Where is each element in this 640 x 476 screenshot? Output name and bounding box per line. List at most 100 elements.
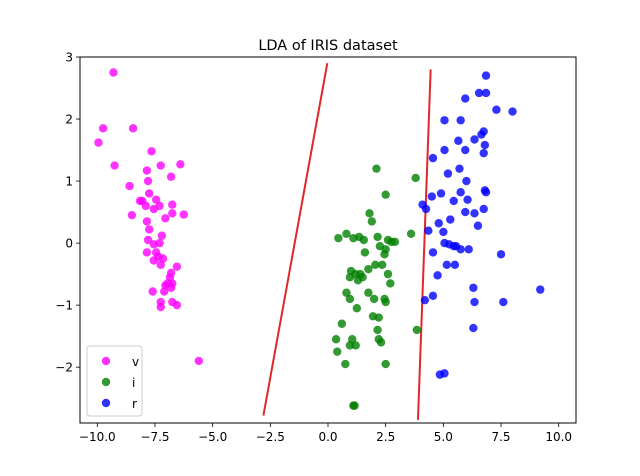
data-point-r <box>461 145 470 155</box>
data-point-i <box>412 325 422 335</box>
data-point-r <box>479 148 488 158</box>
data-point-i <box>334 233 343 243</box>
data-point-r <box>421 204 431 214</box>
x-tick-label: −5.0 <box>198 430 227 444</box>
data-point-r <box>481 71 491 80</box>
x-axis: −10.0 −7.5 −5.0 −2.5 0.0 2.5 5.0 7.5 10.0 <box>79 423 572 444</box>
data-point-i <box>372 164 381 173</box>
data-point-v <box>142 217 152 226</box>
data-point-r <box>440 369 449 378</box>
data-point-i <box>380 250 389 259</box>
data-point-i <box>364 288 373 297</box>
y-tick-label: 2 <box>65 113 73 127</box>
data-point-i <box>345 341 355 350</box>
decision-boundary-line <box>262 63 329 416</box>
data-point-i <box>371 260 380 270</box>
x-tick-label: −10.0 <box>79 430 116 444</box>
data-point-v <box>160 287 169 296</box>
data-point-v <box>141 201 150 211</box>
data-point-v <box>151 195 161 204</box>
data-point-v <box>142 248 152 257</box>
data-point-v <box>194 356 204 366</box>
data-point-r <box>428 248 438 257</box>
data-point-v <box>179 210 189 219</box>
data-point-r <box>433 271 442 280</box>
data-point-i <box>342 229 351 238</box>
data-point-i <box>376 338 386 347</box>
data-point-v <box>145 225 154 234</box>
data-point-r <box>480 140 490 150</box>
data-point-r <box>456 188 465 197</box>
data-point-v <box>147 147 156 156</box>
data-point-r <box>434 219 443 228</box>
y-axis: −2 −1 0 1 2 3 <box>55 51 80 375</box>
scatter-points <box>94 68 545 410</box>
data-point-v <box>172 300 182 310</box>
data-point-r <box>479 204 488 214</box>
data-point-r <box>470 209 479 218</box>
data-point-i <box>369 294 379 304</box>
data-point-r <box>477 130 486 139</box>
data-point-i <box>341 359 350 369</box>
data-point-r <box>455 164 464 173</box>
data-point-r <box>436 189 446 198</box>
data-point-r <box>536 285 545 294</box>
data-point-r <box>440 145 449 155</box>
data-point-i <box>381 359 390 369</box>
data-point-i <box>373 325 382 335</box>
data-point-v <box>172 262 182 271</box>
data-point-r <box>462 176 471 186</box>
data-point-v <box>157 231 167 240</box>
decision-boundaries <box>262 63 432 420</box>
data-point-v <box>94 138 103 147</box>
legend-label: r <box>132 397 137 411</box>
data-point-r <box>461 207 470 217</box>
y-tick-label: 1 <box>65 175 73 189</box>
data-point-r <box>449 196 458 206</box>
data-point-r <box>496 250 506 259</box>
data-point-v <box>128 124 138 133</box>
data-point-i <box>365 209 374 218</box>
data-point-v <box>156 302 165 312</box>
data-point-v <box>176 160 185 169</box>
data-point-i <box>352 304 362 313</box>
data-point-r <box>456 245 465 254</box>
data-point-r <box>463 195 472 204</box>
data-point-i <box>360 248 370 257</box>
data-point-r <box>428 291 438 301</box>
legend-label: v <box>132 355 139 369</box>
data-point-r <box>420 295 430 305</box>
data-point-r <box>508 107 517 116</box>
data-point-i <box>345 294 355 304</box>
data-point-v <box>161 214 170 223</box>
data-point-r <box>454 136 463 145</box>
data-point-r <box>499 297 508 307</box>
data-point-i <box>349 233 358 243</box>
legend-label: i <box>132 376 135 390</box>
x-tick-label: −2.5 <box>256 430 285 444</box>
data-point-r <box>440 116 449 125</box>
data-point-v <box>168 209 177 218</box>
x-tick-label: 0.0 <box>318 430 337 444</box>
data-point-r <box>446 215 455 224</box>
legend-marker-i <box>101 377 111 387</box>
data-point-r <box>427 192 437 201</box>
data-point-v <box>127 210 137 220</box>
data-point-v <box>148 287 157 296</box>
chart-title: LDA of IRIS dataset <box>258 38 398 54</box>
data-point-r <box>424 226 433 235</box>
y-tick-label: 3 <box>65 51 73 65</box>
data-point-r <box>456 116 465 125</box>
data-point-r <box>469 283 478 292</box>
data-point-v <box>155 201 164 211</box>
data-point-r <box>443 169 453 178</box>
data-point-r <box>470 135 479 144</box>
data-point-v <box>166 172 176 181</box>
data-point-v <box>98 124 108 133</box>
data-point-i <box>333 347 342 356</box>
data-point-r <box>470 297 479 307</box>
data-point-v <box>109 68 118 77</box>
data-point-r <box>492 105 501 114</box>
data-point-r <box>428 153 438 163</box>
